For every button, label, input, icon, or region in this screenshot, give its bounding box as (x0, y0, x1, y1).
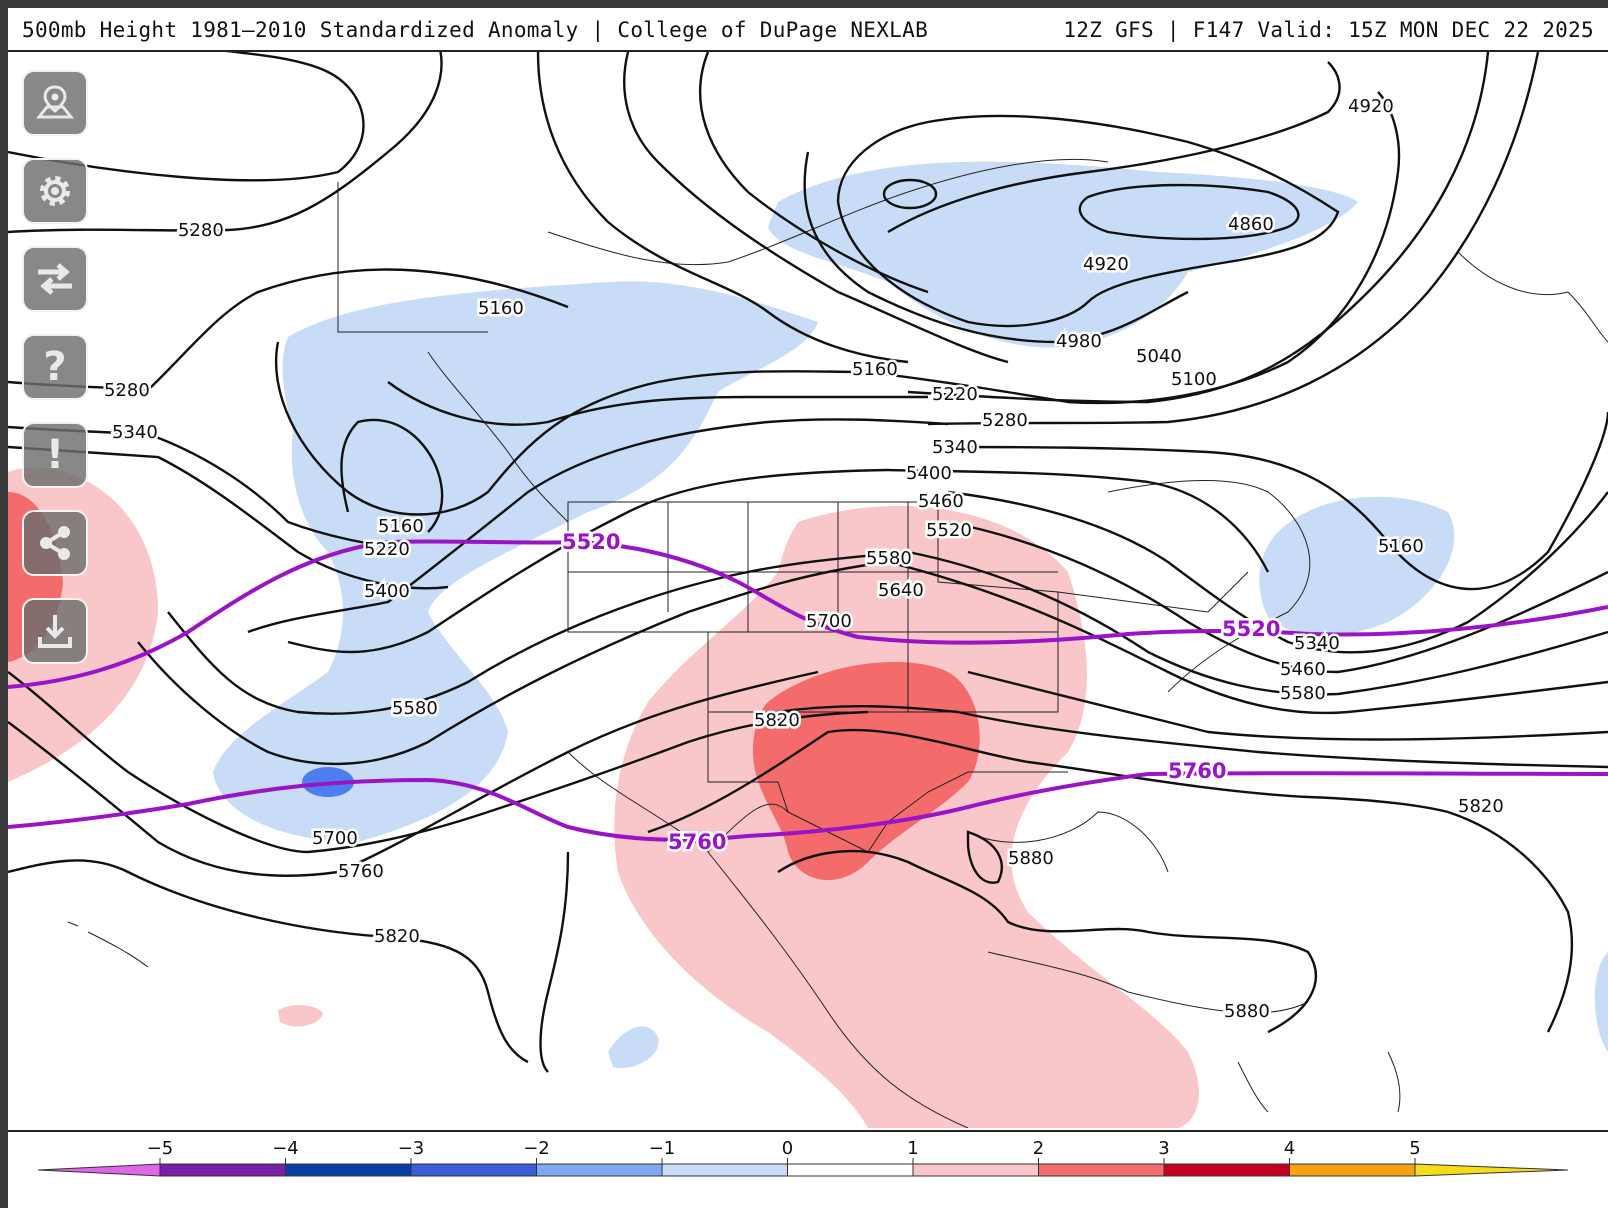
colorbar-segment (159, 1163, 286, 1177)
map-header: 500mb Height 1981–2010 Standardized Anom… (8, 8, 1608, 52)
highlight-contours (8, 539, 1608, 842)
colorbar-segment (1038, 1163, 1165, 1177)
anomaly-map: 4920 4860 4920 4980 5040 5100 5280 5160 … (8, 52, 1608, 1128)
colorbar-tick-label: 4 (1284, 1138, 1295, 1159)
colorbar-segment (787, 1163, 914, 1177)
contour-label: 5160 (378, 516, 424, 537)
height-contours (8, 52, 1608, 1073)
colorbar-segment (661, 1163, 788, 1177)
negative-anomaly-small (608, 1026, 659, 1068)
contour-label: 5280 (104, 380, 150, 401)
contour-label: 5520 (926, 520, 972, 541)
highlight-contour-label: 5520 (1222, 617, 1280, 641)
contour-label: 4980 (1056, 331, 1102, 352)
contour-label: 5640 (878, 580, 924, 601)
contour-label: 5700 (312, 828, 358, 849)
help-button[interactable]: ? (22, 334, 88, 400)
contour-label: 5400 (906, 463, 952, 484)
contour-label: 5400 (364, 581, 410, 602)
alert-button[interactable]: ! (22, 422, 88, 488)
colorbar-segment (410, 1163, 537, 1177)
colorbar-segment (285, 1163, 412, 1177)
contour-label: 5820 (1458, 796, 1504, 817)
contour-label: 5340 (112, 422, 158, 443)
map-title: 500mb Height 1981–2010 Standardized Anom… (22, 18, 929, 42)
contour-label: 5820 (374, 926, 420, 947)
colorbar-tick-label: −2 (523, 1138, 550, 1159)
colorbar-graphic: −5 −4 −3 −2 −1 0 1 2 3 4 5 (37, 1138, 1569, 1177)
download-icon (38, 615, 72, 648)
contour-label: 4920 (1083, 254, 1129, 275)
colorbar-tick-label: 3 (1158, 1138, 1169, 1159)
anomaly-colorbar: −5 −4 −3 −2 −1 0 1 2 3 4 5 (8, 1130, 1608, 1208)
contour-label: 5700 (806, 611, 852, 632)
contour-label: 5160 (478, 298, 524, 319)
contour-label: 5460 (918, 491, 964, 512)
contour-label: 5580 (1280, 683, 1326, 704)
contour-label: 5160 (1378, 536, 1424, 557)
colorbar-tick-label: 0 (782, 1138, 793, 1159)
download-button[interactable] (22, 598, 88, 664)
contour-label: 5340 (932, 437, 978, 458)
contour-label: 5460 (1280, 659, 1326, 680)
colorbar-tick-label: −5 (147, 1138, 174, 1159)
colorbar-segment (1163, 1163, 1290, 1177)
contour-label: 5160 (852, 359, 898, 380)
positive-anomaly-small (278, 1005, 323, 1027)
colorbar-tick-label: −3 (398, 1138, 425, 1159)
contour-label: 5580 (392, 698, 438, 719)
location-button[interactable] (22, 70, 88, 136)
map-pin-icon (35, 85, 75, 119)
colorbar-segment (1414, 1163, 1569, 1177)
model-run-info: 12Z GFS | F147 Valid: 15Z MON DEC 22 202… (1063, 18, 1594, 42)
colorbar-segment (37, 1163, 161, 1177)
state-borders (337, 182, 1249, 853)
colorbar-tick-label: −4 (272, 1138, 299, 1159)
contour-label: 5220 (932, 384, 978, 405)
contour-labels: 4920 4860 4920 4980 5040 5100 5280 5160 … (102, 94, 1507, 1025)
contour-label: 4860 (1228, 214, 1274, 235)
contour-label: 5580 (866, 548, 912, 569)
negative-anomaly-east-edge (1594, 952, 1608, 1052)
colorbar-tick-label: 5 (1409, 1138, 1420, 1159)
highlight-contour-label: 5520 (562, 530, 620, 554)
share-button[interactable] (22, 510, 88, 576)
colorbar-tick-label: 2 (1033, 1138, 1044, 1159)
gear-icon (40, 176, 70, 206)
contour-label: 5220 (364, 539, 410, 560)
colorbar-segment (912, 1163, 1039, 1177)
alert-icon: ! (45, 432, 65, 478)
colorbar-segment (1289, 1163, 1416, 1177)
contour-label: 5280 (982, 410, 1028, 431)
contour-label: 5760 (338, 861, 384, 882)
highlight-contour-label: 5760 (668, 830, 726, 854)
colorbar-tick-label: 1 (907, 1138, 918, 1159)
contour-label: 5280 (178, 220, 224, 241)
contour-label: 5040 (1136, 346, 1182, 367)
settings-button[interactable] (22, 158, 88, 224)
colorbar-tick-label: −1 (649, 1138, 676, 1159)
contour-label: 5100 (1171, 369, 1217, 390)
compare-button[interactable] (22, 246, 88, 312)
contour-label: 5880 (1224, 1001, 1270, 1022)
contour-label: 5880 (1008, 848, 1054, 869)
swap-arrows-icon (38, 263, 72, 295)
help-icon: ? (43, 344, 67, 390)
highlight-contour-label: 5760 (1168, 759, 1226, 783)
contour-label: 5820 (754, 710, 800, 731)
contour-label: 5340 (1294, 633, 1340, 654)
negative-anomaly-maritimes (1259, 496, 1455, 637)
contour-label: 4920 (1348, 96, 1394, 117)
map-frame: 500mb Height 1981–2010 Standardized Anom… (8, 8, 1608, 1208)
share-icon (40, 526, 70, 560)
colorbar-segment (536, 1163, 663, 1177)
